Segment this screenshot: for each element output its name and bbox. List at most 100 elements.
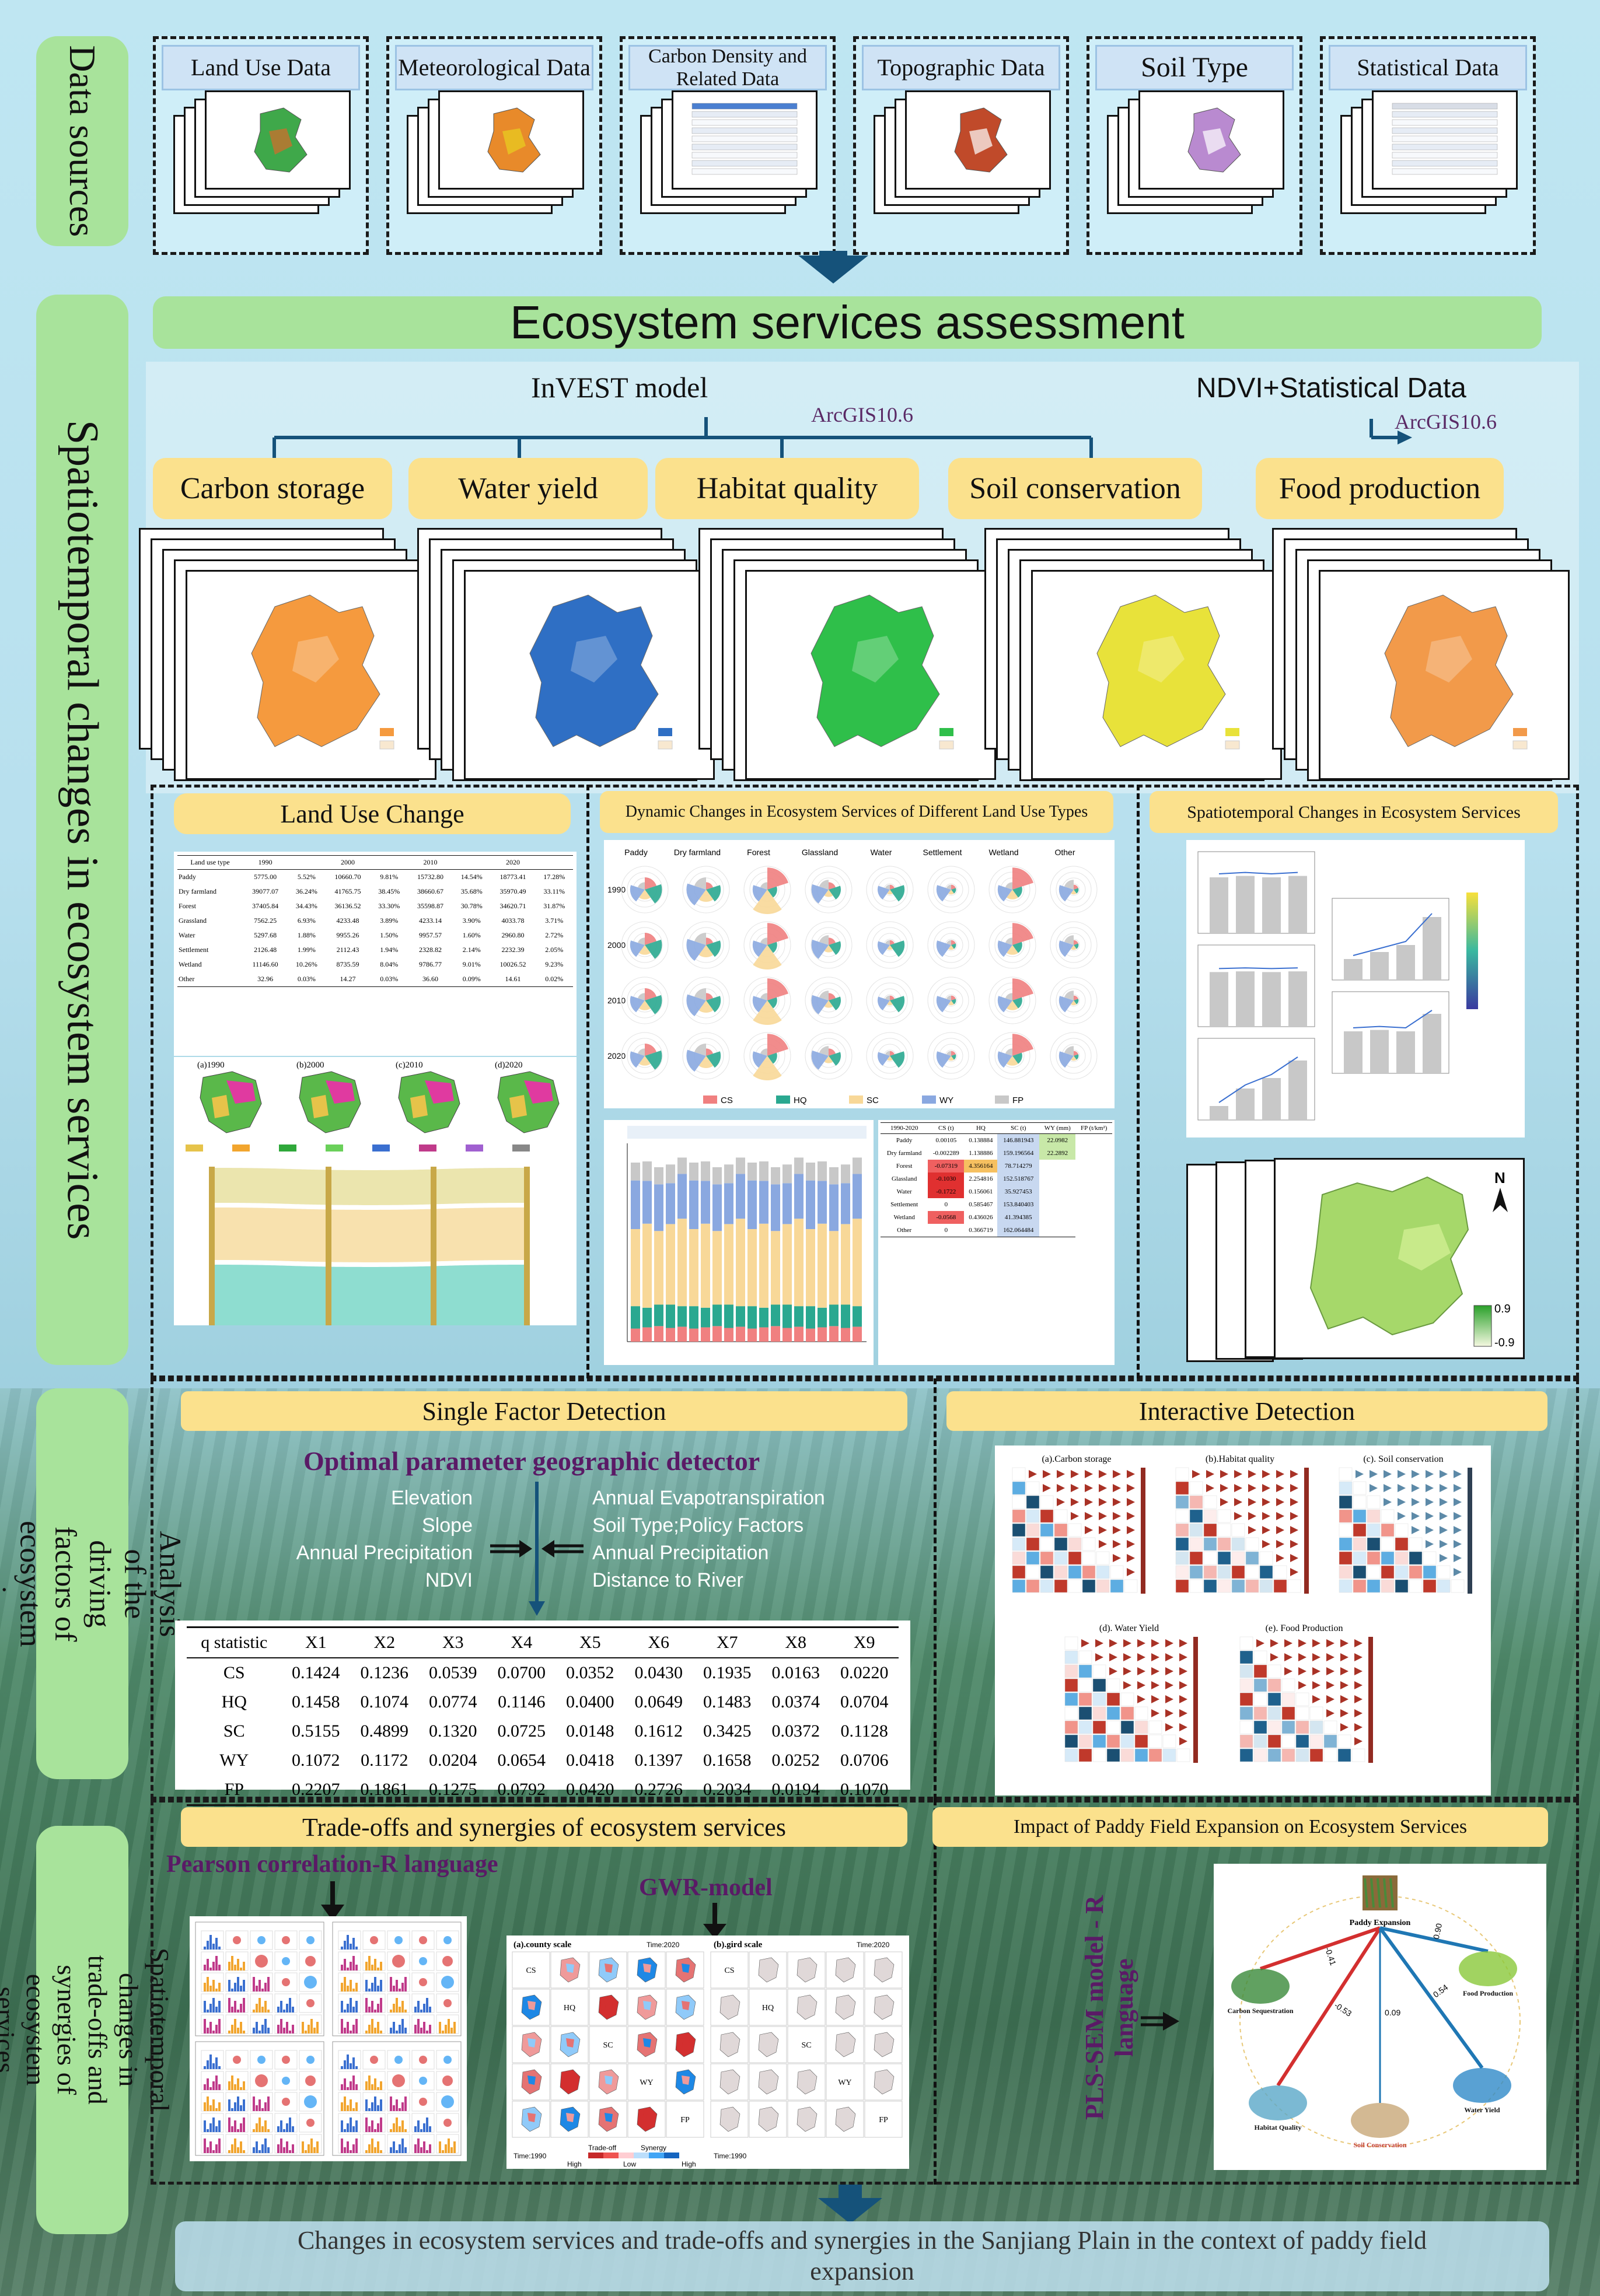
table-cell: 0.0654 bbox=[497, 1751, 546, 1770]
table-cell: 2112.43 bbox=[336, 946, 359, 954]
table-cell: 159.196564 bbox=[997, 1147, 1040, 1160]
rose-petal bbox=[951, 884, 956, 890]
rose-petal bbox=[936, 996, 951, 1013]
table-row: Glassland -0.1030 2.254816 152.518767 bbox=[881, 1172, 1112, 1185]
table-cell: 162.064484 bbox=[997, 1224, 1040, 1237]
gwr-diag-label: HQ bbox=[564, 2004, 575, 2013]
rose-petal bbox=[767, 1052, 777, 1064]
sem-node-label: Water Yield bbox=[1464, 2106, 1500, 2114]
rose-petal bbox=[630, 885, 645, 902]
table-cell: HQ bbox=[221, 1692, 247, 1712]
data-source-label: Land Use Data bbox=[162, 45, 360, 90]
rose-petal bbox=[694, 1044, 706, 1056]
table-cell: 18773.41 bbox=[499, 873, 526, 881]
table-cell: 37405.84 bbox=[252, 902, 279, 910]
correlation-map-graphic: N 0.9 -0.9 bbox=[1309, 1169, 1514, 1349]
rose-petal bbox=[951, 1054, 956, 1060]
data-source-label: Topographic Data bbox=[862, 45, 1060, 90]
rose-petal bbox=[1071, 1000, 1077, 1006]
table-cell: 2.254816 bbox=[969, 1175, 993, 1182]
table-cell: 35598.87 bbox=[417, 902, 443, 910]
gwr-maps: (a).county scale (b).gird scale Time:2020 T… bbox=[512, 1940, 903, 2168]
table-header: 2020 bbox=[490, 855, 536, 870]
service-map bbox=[745, 570, 996, 780]
sem-center-label: Paddy Expansion bbox=[1350, 1919, 1411, 1927]
rose-legend-label: HQ bbox=[794, 1096, 807, 1105]
q-statistic-table: q statistic X1 X2 X3 X4 X5 X6 X7 X8 X9 CS 0.1424 0.1… bbox=[187, 1626, 899, 1806]
legend-low: Low bbox=[623, 2160, 636, 2168]
table-cell: 0.03% bbox=[288, 972, 326, 987]
gwr-arrow-icon bbox=[703, 1903, 726, 1939]
table-cell: 0.0430 bbox=[634, 1663, 683, 1682]
rose-petal bbox=[885, 940, 890, 945]
table-cell: 14.61 bbox=[490, 972, 536, 987]
rose-petal bbox=[1058, 940, 1074, 957]
legend-high: High bbox=[682, 2160, 696, 2168]
rose-petal bbox=[645, 939, 662, 959]
service-map bbox=[1319, 570, 1570, 780]
rose-petal bbox=[706, 885, 721, 902]
gwr-diag-label: CS bbox=[724, 1966, 734, 1975]
rose-col-label: Other bbox=[1054, 848, 1075, 857]
sem-node-label: Carbon Sequestration bbox=[1227, 2007, 1293, 2015]
rose-petal bbox=[1074, 888, 1079, 894]
table-cell: 30.78% bbox=[460, 902, 483, 910]
rose-petal bbox=[694, 877, 706, 890]
sidebar-label: Spatiotemporal changes in trade-offs and… bbox=[0, 1948, 175, 2112]
table-cell: 9.01% bbox=[462, 960, 481, 968]
table-header bbox=[288, 855, 326, 870]
data-thumbnail bbox=[1372, 90, 1518, 190]
left-factors: Elevation Slope Annual Precipitation NDVI bbox=[280, 1485, 473, 1594]
table-cell: 2.72% bbox=[545, 931, 564, 939]
rose-petal bbox=[887, 945, 893, 950]
rose-petal bbox=[752, 996, 767, 1013]
table-cell: 39077.07 bbox=[252, 887, 279, 895]
invest-label: InVEST model bbox=[531, 371, 708, 404]
table-cell: 0.1146 bbox=[498, 1692, 546, 1712]
data-source-label: Meteorological Data bbox=[395, 45, 593, 90]
table-cell: Dry farmland bbox=[179, 887, 216, 895]
pls-sem-label: PLS-SEM model - R language bbox=[1080, 1895, 1138, 2120]
heatmap-title: (b).Habitat quality bbox=[1206, 1454, 1274, 1464]
factor-item: Elevation bbox=[391, 1487, 473, 1509]
rose-petal bbox=[936, 1051, 951, 1068]
rose-petal bbox=[890, 1051, 895, 1056]
table-cell: 0.0352 bbox=[565, 1663, 614, 1682]
table-cell: Glassland bbox=[891, 1175, 917, 1182]
rose-petal bbox=[890, 1051, 905, 1068]
table-cell: Settlement bbox=[890, 1201, 918, 1208]
rose-petal bbox=[948, 1056, 954, 1061]
table-row: Dry farmland -0.002289 1.138886 159.196564 2… bbox=[881, 1147, 1112, 1160]
pearson-arrow-icon bbox=[321, 1881, 344, 1921]
sidebar-label: Data sources bbox=[61, 45, 103, 237]
rose-petal bbox=[946, 884, 951, 890]
rose-petal bbox=[997, 940, 1012, 957]
table-cell: 9786.77 bbox=[419, 960, 442, 968]
map-year-label: (a)1990 bbox=[197, 1060, 225, 1070]
rose-col-label: Settlement bbox=[923, 848, 962, 857]
rose-petal bbox=[698, 945, 714, 957]
correlation-map-stack: N 0.9 -0.9 bbox=[1186, 1158, 1525, 1368]
table-cell: Paddy bbox=[896, 1137, 913, 1144]
rose-petal bbox=[878, 886, 890, 900]
invest-branch-lines bbox=[267, 417, 1412, 471]
rose-petal bbox=[753, 890, 782, 914]
pls-sem-diagram: Paddy Expansion -0.41 Carbon Sequestration… bbox=[1227, 1875, 1521, 2149]
table-header: 1990-2020 bbox=[881, 1122, 928, 1134]
rose-petal bbox=[706, 1048, 713, 1056]
table-cell: CS bbox=[223, 1663, 245, 1682]
table-cell: 1.94% bbox=[380, 946, 399, 954]
rose-petal bbox=[887, 1000, 893, 1006]
table-cell: 4233.48 bbox=[336, 916, 359, 925]
table-cell: 31.87% bbox=[543, 902, 565, 910]
table-header: X3 bbox=[418, 1626, 488, 1658]
single-factor-title: Single Factor Detection bbox=[181, 1391, 907, 1431]
heatmap-title: (e). Food Production bbox=[1266, 1623, 1343, 1633]
table-cell: 0.1458 bbox=[292, 1692, 340, 1712]
table-row: Wetland 11146.60 10.26% 8735.59 8.04% 9786.77… bbox=[177, 957, 573, 972]
table-cell: 4.356164 bbox=[964, 1160, 998, 1172]
table-cell: Settlement bbox=[179, 946, 209, 954]
rose-petal bbox=[829, 1052, 841, 1066]
rose-petal bbox=[1005, 882, 1012, 890]
sidebar-tradeoffs: Spatiotemporal changes in trade-offs and… bbox=[0, 1826, 175, 2234]
